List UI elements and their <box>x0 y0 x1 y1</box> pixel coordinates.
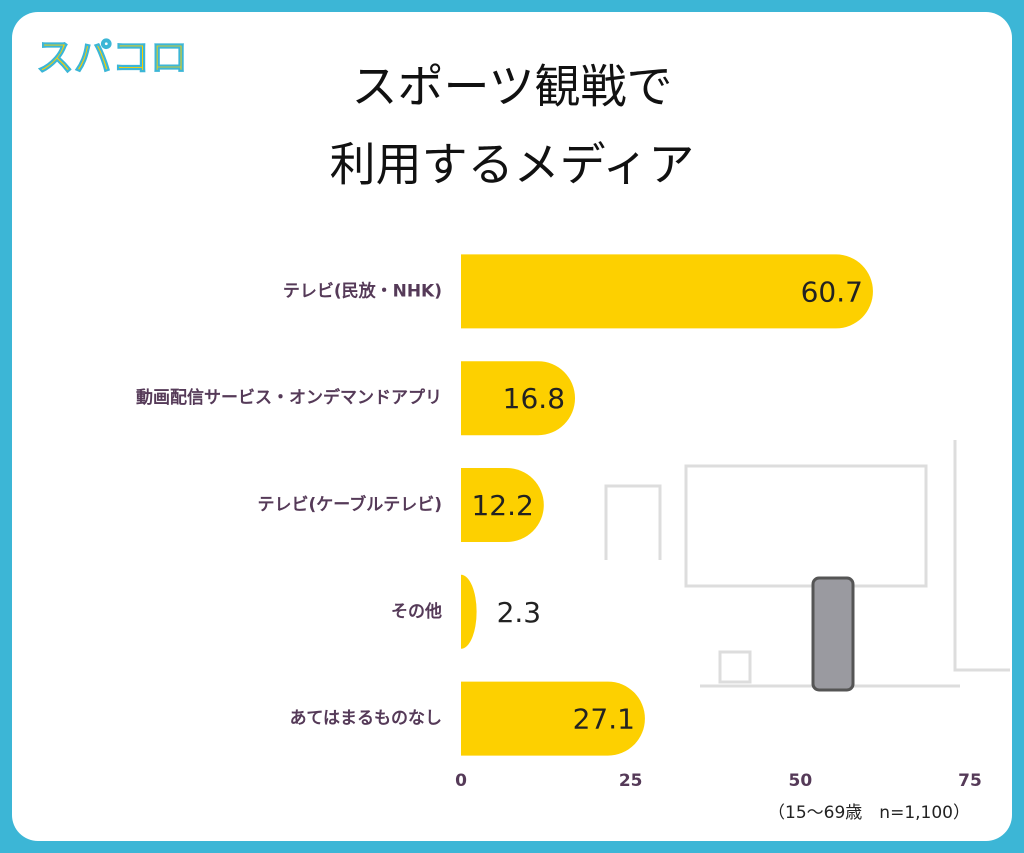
x-tick-label: 0 <box>455 771 467 791</box>
bar <box>461 254 873 329</box>
value-label: 2.3 <box>497 596 542 629</box>
x-tick-label: 50 <box>788 771 812 791</box>
value-label: 16.8 <box>503 382 565 415</box>
bar <box>461 574 477 649</box>
y-tick-label: テレビ(ケーブルテレビ) <box>257 494 442 515</box>
bar <box>461 468 544 542</box>
chart-title: スポーツ観戦で <box>351 60 672 114</box>
y-tick-label: テレビ(民放・NHK) <box>283 280 442 301</box>
bar <box>461 361 576 436</box>
value-label: 27.1 <box>573 703 635 736</box>
bar <box>461 681 645 756</box>
y-tick-label: あてはまるものなし <box>290 709 442 729</box>
annotation: （15〜69歳 n=1,100） <box>768 803 970 823</box>
y-tick-label: その他 <box>391 601 442 622</box>
y-tick-label: 動画配信サービス・オンデマンドアプリ <box>136 387 442 408</box>
value-label: 12.2 <box>471 489 533 522</box>
value-label: 60.7 <box>801 275 863 308</box>
decoration <box>604 440 1010 692</box>
x-tick-label: 75 <box>958 771 982 791</box>
chart-title: 利用するメディア <box>330 138 695 192</box>
logo: スパコロ <box>36 36 188 80</box>
x-tick-label: 25 <box>619 771 643 791</box>
